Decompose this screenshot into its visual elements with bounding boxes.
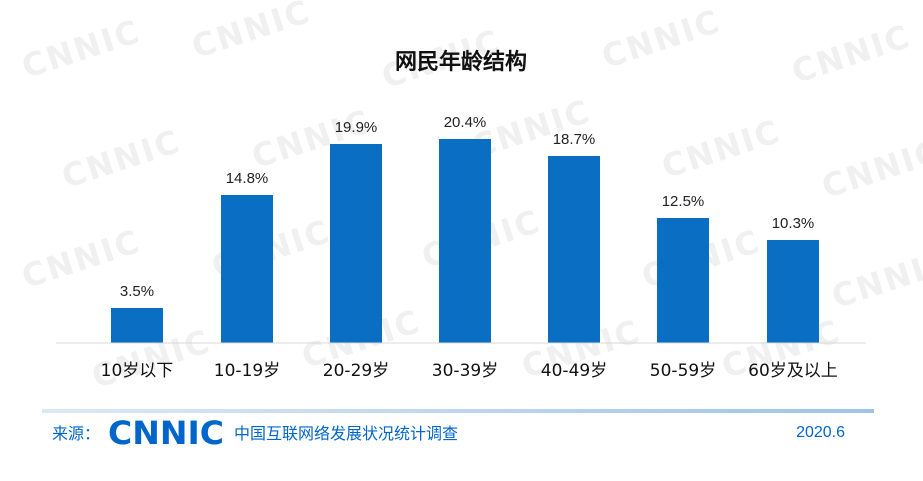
category-label-3: 20-29岁 — [323, 361, 389, 381]
cnnic-logo: CNNIC — [108, 417, 224, 447]
data-label-2: 14.8% — [226, 170, 269, 187]
category-label-1: 10岁以下 — [101, 361, 174, 381]
category-label-5: 40-49岁 — [541, 361, 607, 381]
category-label-4: 30-39岁 — [432, 361, 498, 381]
bar-3 — [330, 144, 382, 343]
bar-chart: 网民年龄结构 3.5% 10岁以下 14.8% 10-19岁 19.9% 20-29岁 20… — [56, 49, 866, 381]
data-label-1: 3.5% — [120, 283, 154, 300]
category-label-7: 60岁及以上 — [748, 361, 838, 381]
data-label-5: 18.7% — [553, 131, 596, 148]
data-label-3: 19.9% — [335, 119, 378, 136]
category-label-2: 10-19岁 — [214, 361, 280, 381]
report-date: 2020.6 — [796, 424, 845, 441]
footer-divider — [42, 409, 874, 413]
data-label-4: 20.4% — [444, 114, 487, 131]
source-label: 来源： — [52, 424, 101, 443]
chart-title: 网民年龄结构 — [395, 49, 527, 75]
bar-1 — [111, 308, 163, 343]
data-label-7: 10.3% — [772, 215, 815, 232]
svg-text:CNNIC: CNNIC — [108, 417, 224, 447]
bar-5 — [548, 156, 600, 343]
bar-2 — [221, 195, 273, 343]
bar-6 — [657, 218, 709, 343]
footer-source: 来源： CNNIC 中国互联网络发展状况统计调查 — [52, 414, 458, 450]
bar-7 — [767, 240, 819, 343]
bar-4 — [439, 139, 491, 343]
category-label-6: 50-59岁 — [650, 361, 716, 381]
data-label-6: 12.5% — [662, 193, 705, 210]
source-organization: 中国互联网络发展状况统计调查 — [234, 424, 459, 443]
